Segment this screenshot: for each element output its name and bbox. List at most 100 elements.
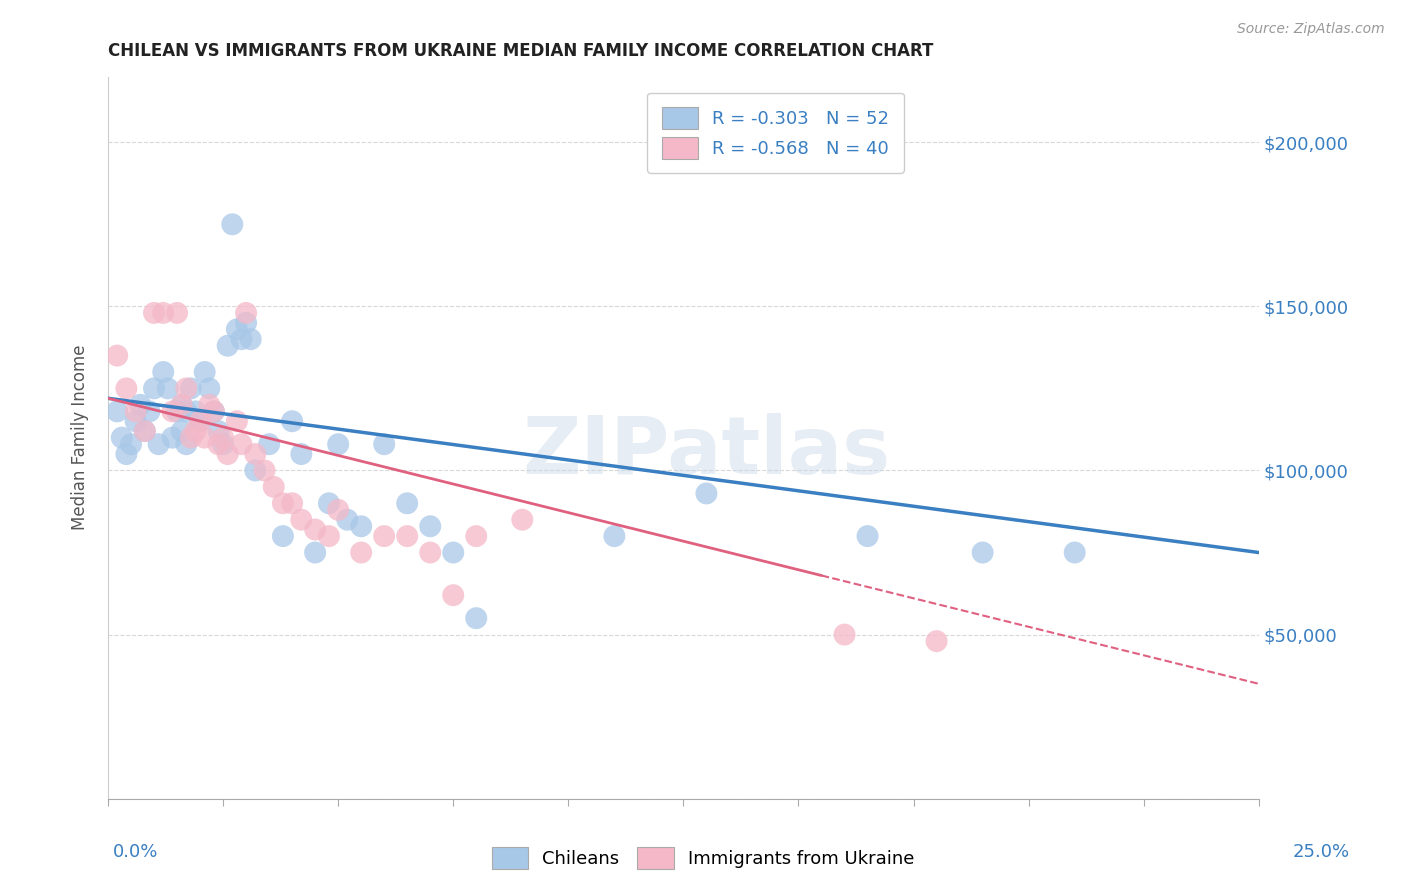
Point [217, 447, 239, 461]
Point [162, 404, 184, 418]
Point [184, 424, 207, 438]
Point [138, 404, 160, 418]
Point [166, 306, 188, 320]
Point [856, 529, 879, 543]
Point [419, 519, 441, 533]
Point [207, 424, 229, 438]
Point [336, 513, 359, 527]
Point [304, 545, 326, 559]
Point [925, 634, 948, 648]
Point [217, 339, 239, 353]
Point [328, 503, 350, 517]
Point [271, 496, 294, 510]
Point [290, 447, 312, 461]
Text: ZIPatlas: ZIPatlas [522, 413, 890, 491]
Legend: Chileans, Immigrants from Ukraine: Chileans, Immigrants from Ukraine [482, 838, 924, 879]
Point [115, 447, 138, 461]
Point [166, 404, 188, 418]
Point [194, 431, 217, 445]
Point [441, 588, 464, 602]
Point [221, 217, 243, 231]
Point [188, 414, 211, 428]
Point [134, 424, 156, 438]
Point [170, 424, 193, 438]
Point [1063, 545, 1085, 559]
Point [396, 529, 419, 543]
Y-axis label: Median Family Income: Median Family Income [72, 345, 89, 531]
Point [465, 529, 488, 543]
Point [441, 545, 464, 559]
Point [281, 496, 304, 510]
Point [174, 381, 197, 395]
Point [350, 519, 373, 533]
Point [290, 513, 312, 527]
Point [162, 431, 184, 445]
Point [120, 437, 142, 451]
Point [156, 381, 179, 395]
Point [174, 404, 197, 418]
Point [271, 529, 294, 543]
Text: 25.0%: 25.0% [1292, 843, 1350, 861]
Point [188, 414, 211, 428]
Point [419, 545, 441, 559]
Point [207, 437, 229, 451]
Point [225, 414, 247, 428]
Point [318, 529, 340, 543]
Point [212, 431, 235, 445]
Point [225, 322, 247, 336]
Point [235, 316, 257, 330]
Point [695, 486, 717, 500]
Point [198, 398, 221, 412]
Point [239, 332, 262, 346]
Point [124, 414, 146, 428]
Point [170, 398, 193, 412]
Point [373, 437, 395, 451]
Point [184, 404, 207, 418]
Point [115, 381, 138, 395]
Point [180, 431, 202, 445]
Point [148, 437, 170, 451]
Point [194, 365, 217, 379]
Point [253, 463, 276, 477]
Legend: R = -0.303   N = 52, R = -0.568   N = 40: R = -0.303 N = 52, R = -0.568 N = 40 [647, 93, 904, 173]
Point [350, 545, 373, 559]
Point [318, 496, 340, 510]
Point [235, 306, 257, 320]
Point [972, 545, 994, 559]
Point [143, 381, 166, 395]
Point [231, 332, 253, 346]
Point [143, 306, 166, 320]
Point [281, 414, 304, 428]
Point [124, 404, 146, 418]
Point [129, 398, 152, 412]
Point [834, 627, 856, 641]
Point [134, 424, 156, 438]
Point [202, 404, 225, 418]
Point [111, 431, 134, 445]
Point [603, 529, 626, 543]
Text: 0.0%: 0.0% [112, 843, 157, 861]
Point [170, 398, 193, 412]
Point [245, 463, 267, 477]
Point [304, 523, 326, 537]
Point [174, 437, 197, 451]
Text: CHILEAN VS IMMIGRANTS FROM UKRAINE MEDIAN FAMILY INCOME CORRELATION CHART: CHILEAN VS IMMIGRANTS FROM UKRAINE MEDIA… [108, 42, 934, 60]
Point [263, 480, 285, 494]
Point [465, 611, 488, 625]
Point [152, 365, 174, 379]
Point [373, 529, 395, 543]
Point [231, 437, 253, 451]
Point [105, 349, 128, 363]
Point [510, 513, 533, 527]
Point [202, 404, 225, 418]
Point [396, 496, 419, 510]
Point [105, 404, 128, 418]
Point [328, 437, 350, 451]
Point [198, 381, 221, 395]
Point [152, 306, 174, 320]
Point [180, 381, 202, 395]
Point [245, 447, 267, 461]
Point [257, 437, 280, 451]
Text: Source: ZipAtlas.com: Source: ZipAtlas.com [1237, 22, 1385, 37]
Point [212, 437, 235, 451]
